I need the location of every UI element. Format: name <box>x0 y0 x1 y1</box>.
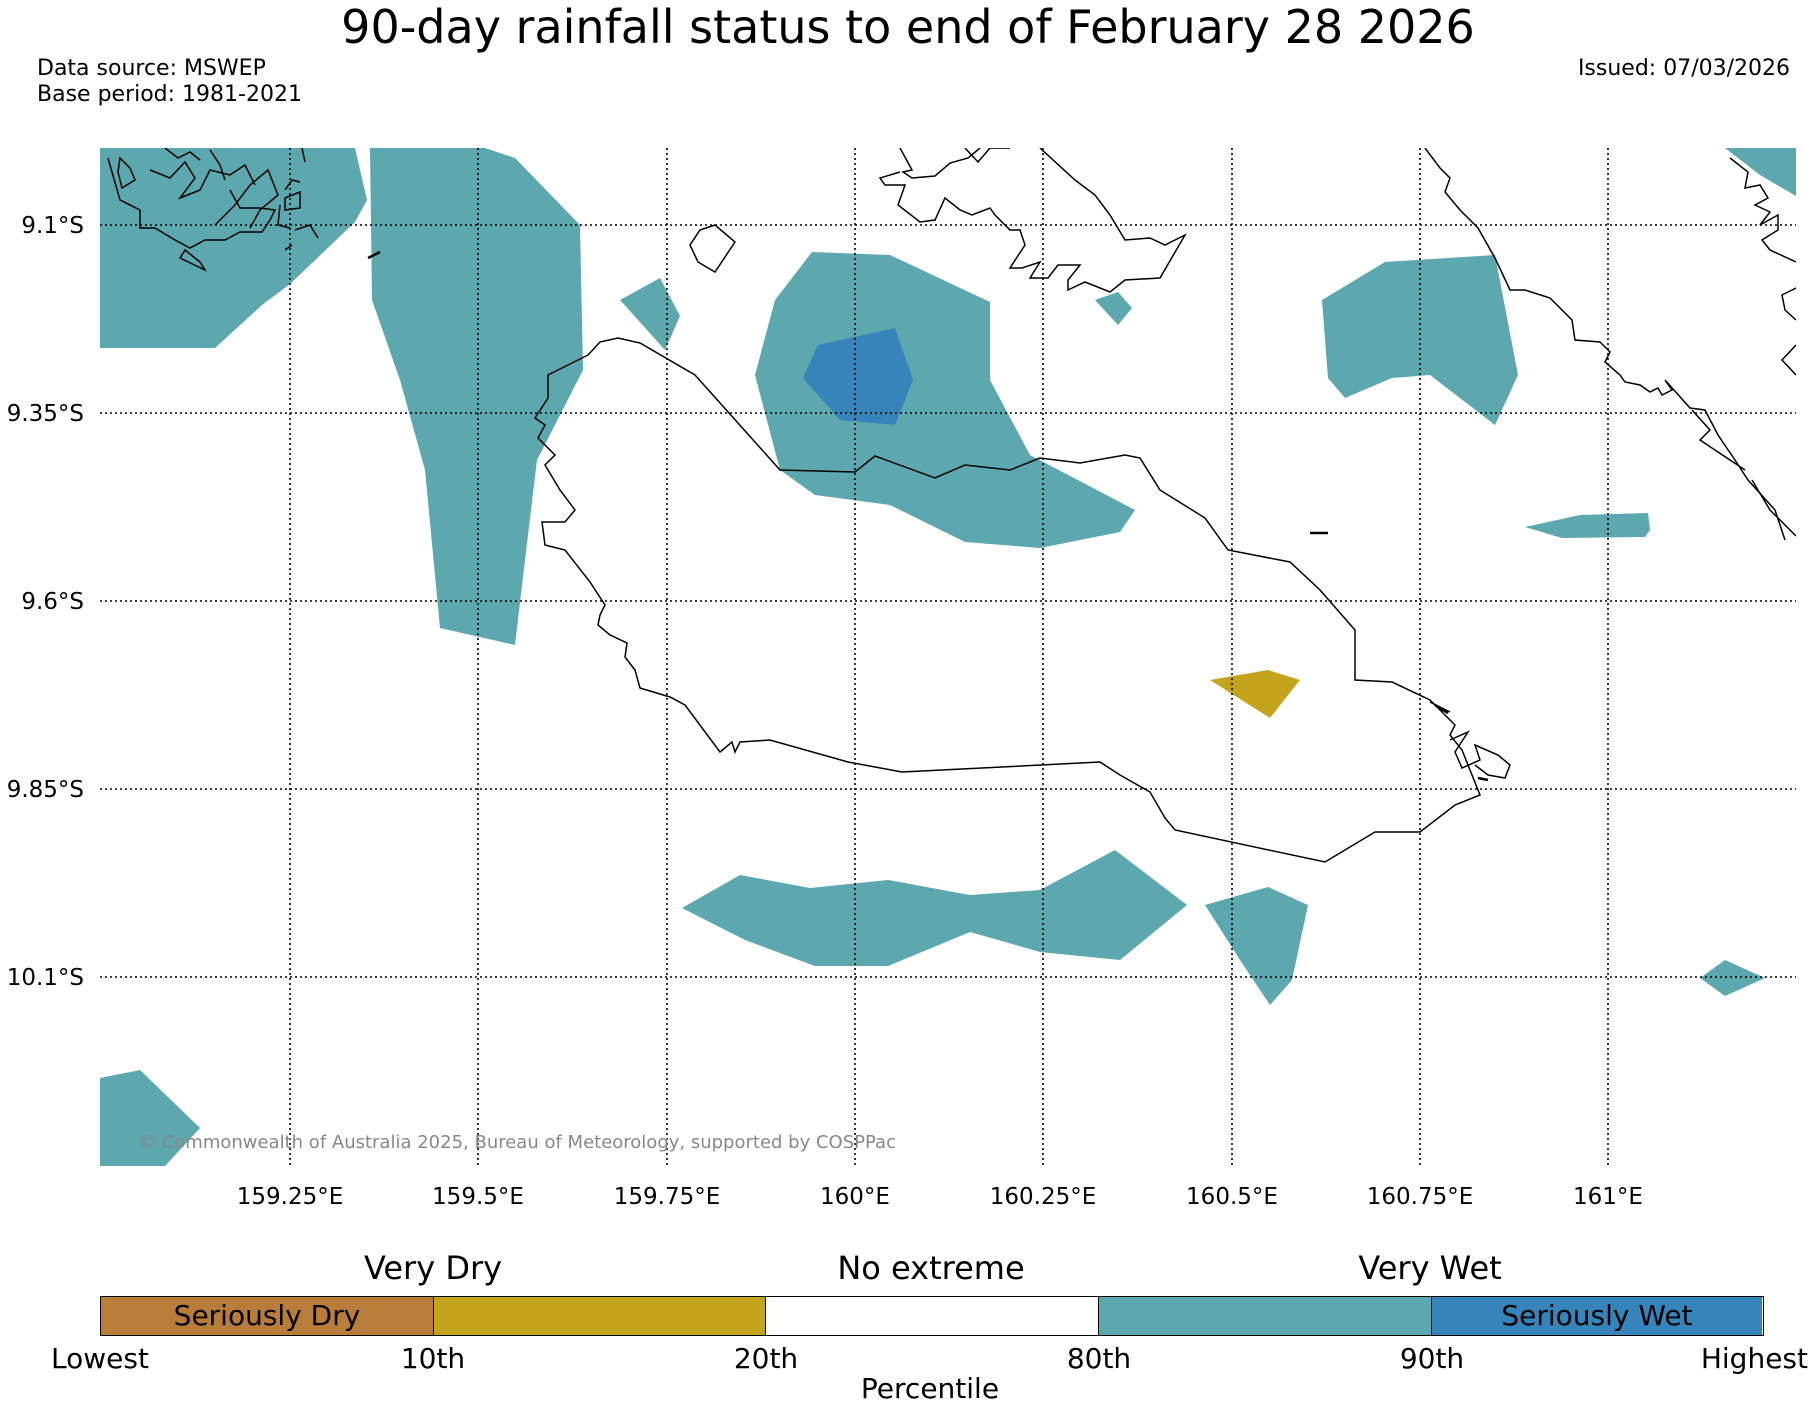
legend-tick: 10th <box>400 1342 466 1375</box>
coastlines <box>107 148 1796 863</box>
very-wet-regions <box>100 148 1796 1166</box>
legend-segment-seriously-wet: Seriously Wet <box>1432 1297 1762 1335</box>
lon-label: 160.5°E <box>1186 1184 1278 1210</box>
lat-label: 10.1°S <box>7 965 84 991</box>
coastline-marks <box>367 250 1489 782</box>
legend-tick: 90th <box>1399 1342 1465 1375</box>
data-source-label: Data source: MSWEP <box>37 56 266 81</box>
legend-axis-title: Percentile <box>860 1372 1000 1405</box>
lon-label: 159.25°E <box>237 1184 344 1210</box>
lon-label: 160°E <box>820 1184 890 1210</box>
lat-label: 9.6°S <box>21 589 84 615</box>
legend-segment-seriously-dry: Seriously Dry <box>101 1297 434 1335</box>
legend-segment-no-extreme <box>766 1297 1099 1335</box>
lon-label: 160.75°E <box>1367 1184 1474 1210</box>
legend-segment-very-dry <box>434 1297 766 1335</box>
lat-label: 9.1°S <box>21 213 84 239</box>
legend-segment-very-wet <box>1099 1297 1432 1335</box>
seriously-wet-region <box>803 328 913 425</box>
legend-group-very-wet: Very Wet <box>1358 1249 1502 1287</box>
legend-segment-label: Seriously Dry <box>173 1299 361 1332</box>
data-source-info: Data source: MSWEP Base period: 1981-202… <box>37 56 302 108</box>
legend-group-very-dry: Very Dry <box>363 1249 503 1287</box>
very-dry-region <box>1210 670 1300 718</box>
latitude-labels: 9.1°S 9.35°S 9.6°S 9.85°S 10.1°S <box>7 213 84 991</box>
map-frame <box>100 148 1796 1166</box>
copyright-notice: © Commonwealth of Australia 2025, Bureau… <box>138 1132 896 1153</box>
rainfall-map: 159.25°E 159.5°E 159.75°E 160°E 160.25°E… <box>7 148 1796 1210</box>
issued-date: Issued: 07/03/2026 <box>1577 56 1790 81</box>
legend-tick: 80th <box>1066 1342 1132 1375</box>
legend-group-no-extreme: No extreme <box>837 1249 1025 1287</box>
legend-tick: 20th <box>733 1342 799 1375</box>
legend-tick: Lowest <box>51 1342 149 1375</box>
lon-label: 159.75°E <box>614 1184 721 1210</box>
lon-label: 159.5°E <box>432 1184 524 1210</box>
lat-label: 9.85°S <box>7 777 84 803</box>
base-period-label: Base period: 1981-2021 <box>37 82 302 107</box>
lat-label: 9.35°S <box>7 401 84 427</box>
legend-segment-label: Seriously Wet <box>1501 1299 1693 1332</box>
lon-label: 160.25°E <box>990 1184 1097 1210</box>
lon-label: 161°E <box>1573 1184 1643 1210</box>
page-title: 90-day rainfall status to end of Februar… <box>341 0 1475 54</box>
longitude-labels: 159.25°E 159.5°E 159.75°E 160°E 160.25°E… <box>237 1184 1643 1210</box>
legend-colorbar: Seriously Dry Seriously Wet <box>100 1296 1764 1336</box>
legend-tick: Highest <box>1700 1342 1808 1375</box>
